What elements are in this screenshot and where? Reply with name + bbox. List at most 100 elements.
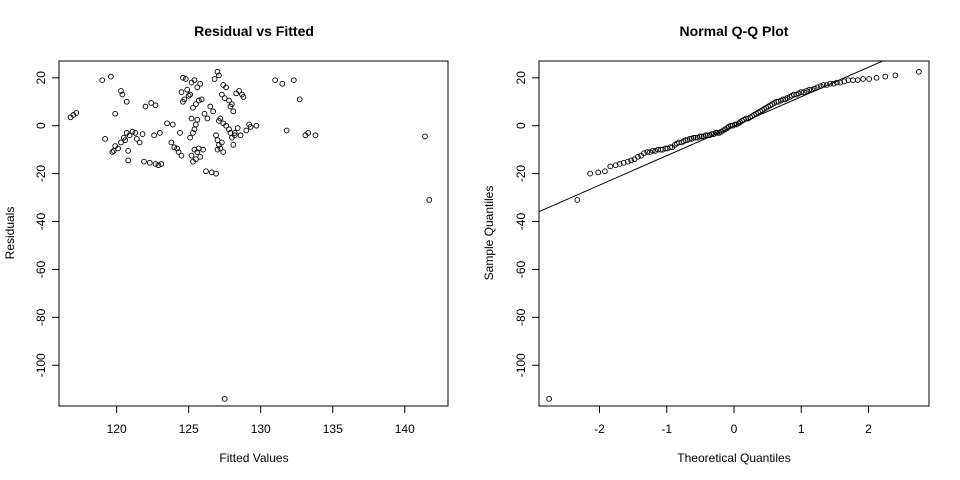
data-point xyxy=(243,127,250,134)
y-tick-label: -80 xyxy=(34,308,48,326)
data-point xyxy=(587,170,593,177)
data-point xyxy=(123,98,130,105)
data-point xyxy=(213,170,219,177)
x-tick-label: 135 xyxy=(323,422,343,436)
data-point xyxy=(211,76,218,82)
x-tick-label: 2 xyxy=(865,422,872,436)
data-point xyxy=(193,156,199,163)
data-point xyxy=(112,110,119,117)
data-point xyxy=(190,104,196,111)
data-point xyxy=(207,103,214,110)
data-point xyxy=(152,161,159,167)
data-point xyxy=(230,108,237,115)
data-point xyxy=(115,145,121,152)
data-point xyxy=(628,157,634,164)
y-tick-label: 20 xyxy=(34,71,48,85)
y-tick-label: -60 xyxy=(514,260,528,278)
data-point xyxy=(827,80,834,87)
data-point xyxy=(892,72,899,79)
data-point xyxy=(602,168,608,175)
data-point xyxy=(195,97,202,104)
data-point xyxy=(118,139,124,146)
data-point xyxy=(203,168,209,175)
data-point xyxy=(132,130,139,136)
data-point xyxy=(185,92,192,99)
data-point xyxy=(803,88,810,94)
data-point xyxy=(213,132,219,139)
x-tick-label: -1 xyxy=(661,422,672,436)
data-point xyxy=(696,133,703,140)
data-point xyxy=(240,94,247,100)
data-point xyxy=(809,86,815,93)
x-axis-label: Fitted Values xyxy=(219,451,288,465)
data-point xyxy=(188,152,195,159)
data-point xyxy=(422,133,428,140)
data-point xyxy=(692,134,699,141)
data-point xyxy=(152,102,159,109)
data-point xyxy=(201,110,208,117)
data-point xyxy=(866,76,873,82)
data-point xyxy=(191,77,198,84)
data-point xyxy=(133,136,140,142)
data-point xyxy=(141,158,147,165)
data-point xyxy=(780,96,786,103)
data-point xyxy=(230,142,237,148)
data-point xyxy=(234,125,241,131)
data-point xyxy=(702,132,709,139)
data-point xyxy=(155,162,162,169)
data-point xyxy=(216,72,222,79)
plot-frame xyxy=(58,60,449,407)
data-point xyxy=(217,145,224,152)
data-point xyxy=(168,139,175,146)
data-point xyxy=(620,159,627,166)
y-tick-label: -80 xyxy=(514,308,528,326)
chart-title: Residual vs Fitted xyxy=(194,23,314,39)
residual-vs-fitted-panel: Residual vs Fitted Fitted Values Residua… xyxy=(3,23,449,465)
data-point xyxy=(177,130,183,136)
data-point xyxy=(194,149,201,155)
data-point xyxy=(182,76,189,82)
data-point xyxy=(178,152,185,159)
x-tick-label: 1 xyxy=(798,422,805,436)
data-point xyxy=(644,149,651,155)
y-tick-label: -20 xyxy=(34,165,48,183)
data-point xyxy=(698,133,705,140)
data-point xyxy=(214,146,221,153)
data-point xyxy=(204,115,211,122)
reference-line-group xyxy=(539,61,884,213)
data-point xyxy=(110,147,117,154)
x-tick-label: -2 xyxy=(594,422,605,436)
data-point xyxy=(108,73,114,80)
data-point xyxy=(194,84,201,91)
data-point xyxy=(181,96,188,103)
data-point xyxy=(841,78,848,85)
data-point xyxy=(151,132,157,139)
data-point xyxy=(175,149,182,155)
data-point xyxy=(708,131,715,137)
data-point xyxy=(146,159,153,166)
data-point xyxy=(246,121,253,128)
data-point xyxy=(837,79,844,86)
data-point xyxy=(850,77,856,84)
data-point xyxy=(830,80,837,87)
x-tick-label: 130 xyxy=(251,422,271,436)
data-point xyxy=(854,77,861,84)
data-point xyxy=(221,95,228,101)
data-point xyxy=(283,127,290,134)
y-tick-label: 20 xyxy=(514,71,528,85)
data-point xyxy=(649,147,656,154)
data-point xyxy=(296,96,303,103)
data-point xyxy=(312,132,319,139)
y-tick-label: -60 xyxy=(34,260,48,278)
data-point xyxy=(148,100,155,106)
data-point xyxy=(227,103,234,110)
data-point xyxy=(99,77,106,84)
data-point xyxy=(820,82,827,88)
data-point xyxy=(834,79,840,86)
data-point xyxy=(731,121,738,128)
y-tick-label: 0 xyxy=(514,122,528,129)
data-point xyxy=(798,89,805,95)
y-tick-label: -100 xyxy=(34,353,48,377)
data-point xyxy=(214,68,221,75)
y-tick-label: -40 xyxy=(34,213,48,231)
